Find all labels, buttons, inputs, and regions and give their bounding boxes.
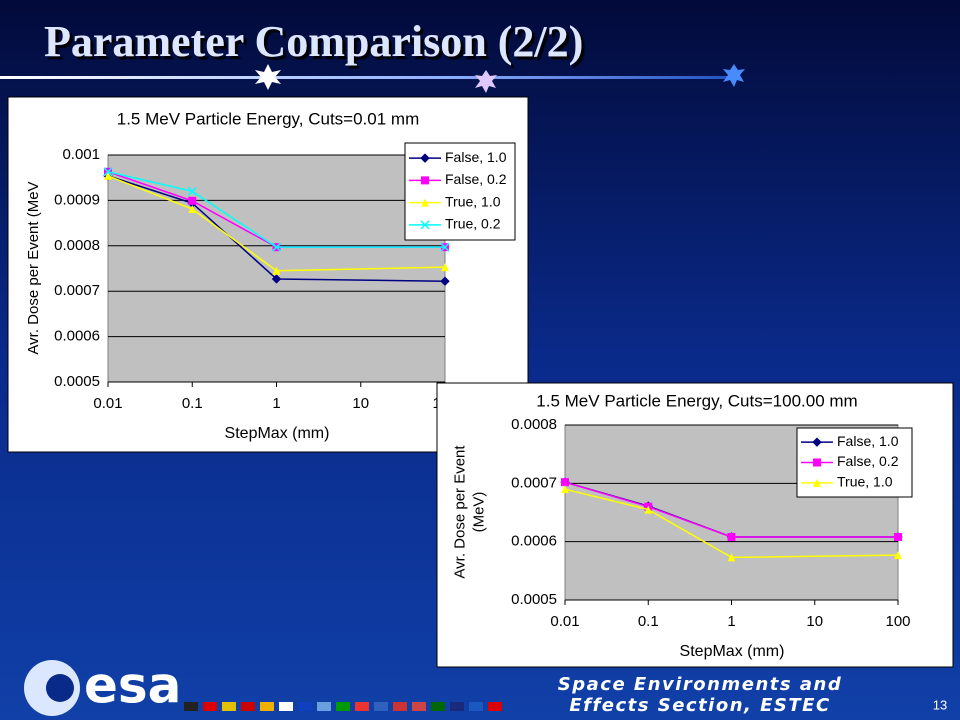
x-tick-label: 10 <box>352 395 369 412</box>
y-tick-label: 0.0009 <box>54 191 100 208</box>
y-axis-title: Avr. Dose per Event <box>451 445 468 579</box>
marker <box>271 274 282 284</box>
series-line <box>107 171 445 248</box>
marker <box>813 458 821 467</box>
logo-text: esa <box>84 657 181 715</box>
marker <box>644 505 653 514</box>
marker <box>103 167 113 177</box>
y-tick-label: 0.0006 <box>511 533 557 550</box>
y-tick-label: 0.0005 <box>511 591 557 608</box>
marker <box>894 533 902 541</box>
marker <box>420 220 430 230</box>
flags <box>184 702 502 711</box>
x-tick-label: 0.1 <box>182 395 203 412</box>
y-tick-label: 0.0007 <box>54 282 100 299</box>
marker <box>420 153 430 163</box>
x-tick-label: 0.1 <box>638 613 659 630</box>
y-axis-title: Avr. Dose per Event (MeV <box>25 181 42 354</box>
x-tick-label: 0.01 <box>550 613 579 630</box>
chart: 1.5 MeV Particle Energy, Cuts=0.01 mm 0.0… <box>7 96 529 453</box>
slide-title: Parameter Comparison (2/2) <box>44 17 583 66</box>
x-tick-label: 0.01 <box>93 395 122 412</box>
series-line <box>564 488 899 559</box>
y-axis-title: (MeV) <box>470 492 487 533</box>
y-tick-label: 0.0005 <box>54 373 100 390</box>
y-tick-label: 0.0006 <box>54 328 100 345</box>
x-axis-title: StepMax (mm) <box>225 425 330 442</box>
x-tick-label: 1 <box>727 613 735 630</box>
marker <box>561 478 569 487</box>
footer-line: Effects Section, ESTEC <box>569 695 830 716</box>
marker <box>272 266 281 275</box>
x-tick-label: 100 <box>885 613 910 630</box>
y-tick-label: 0.0008 <box>54 237 100 254</box>
logo-globe-inner <box>46 674 74 702</box>
legend-label: True, 1.0 <box>837 474 893 490</box>
sparkles <box>255 64 745 93</box>
marker <box>813 478 821 487</box>
marker <box>271 242 282 252</box>
series-line <box>107 175 446 272</box>
marker <box>561 485 569 494</box>
x-tick-label: 1 <box>272 395 280 412</box>
y-tick-label: 0.0008 <box>511 416 557 433</box>
legend-label: False, 0.2 <box>837 453 899 469</box>
legend-label: False, 1.0 <box>445 149 507 165</box>
footer-line: Space Environments and <box>558 674 842 695</box>
legend-label: True, 1.0 <box>445 193 501 209</box>
marker <box>187 186 197 196</box>
y-tick-label: 0.0007 <box>511 474 557 491</box>
marker <box>188 205 197 214</box>
marker <box>727 533 736 541</box>
marker <box>421 176 429 185</box>
marker <box>104 171 112 180</box>
marker <box>440 276 450 286</box>
marker <box>894 551 902 560</box>
legend-label: False, 0.2 <box>445 171 507 187</box>
legend-label: True, 0.2 <box>445 216 501 232</box>
y-tick-label: 0.001 <box>62 146 100 163</box>
chart-title: 1.5 MeV Particle Energy, Cuts=100.00 mm <box>536 391 857 410</box>
chart-title: 1.5 MeV Particle Energy, Cuts=0.01 mm <box>117 109 420 128</box>
marker <box>441 263 449 272</box>
marker <box>421 198 429 207</box>
marker <box>812 437 822 447</box>
x-axis-title: StepMax (mm) <box>680 643 785 660</box>
legend-label: False, 1.0 <box>837 433 899 449</box>
charts: 1.5 MeV Particle Energy, Cuts=0.01 mm 0.0… <box>7 96 954 668</box>
marker <box>440 242 450 252</box>
page-number: 13 <box>933 697 947 712</box>
series-line <box>107 175 446 282</box>
x-tick-label: 10 <box>806 613 823 630</box>
title-rule <box>0 76 740 79</box>
marker <box>727 553 736 562</box>
marker <box>188 196 197 205</box>
series-line <box>564 481 898 538</box>
chart: 1.5 MeV Particle Energy, Cuts=100.00 mm 0… <box>436 382 954 668</box>
